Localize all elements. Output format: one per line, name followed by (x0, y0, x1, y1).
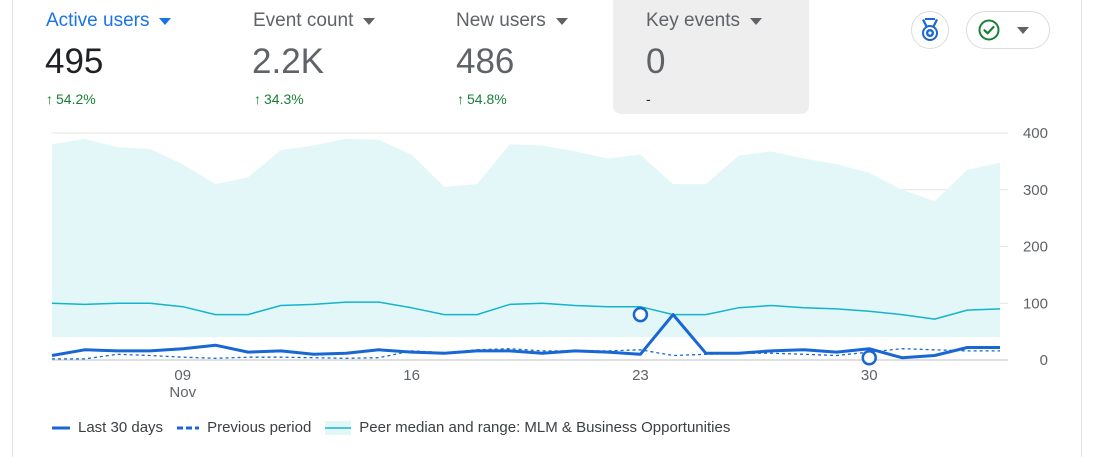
series-line-previous-period (52, 348, 1000, 360)
metric-change: ↑ 54.2% (46, 91, 96, 107)
solid-line-swatch-icon (52, 426, 70, 429)
legend-item-previous[interactable]: Previous period (177, 419, 311, 436)
legend-label: Peer median and range: MLM & Business Op… (359, 419, 731, 436)
metric-value: 2.2K (252, 42, 324, 81)
metric-tab-event-count[interactable]: Event count 2.2K ↑ 34.3% (236, 0, 426, 114)
metric-tab-new-users[interactable]: New users 486 ↑ 54.8% (440, 0, 610, 114)
arrow-up-icon: ↑ (254, 91, 261, 107)
metric-tab-active-users[interactable]: Active users 495 ↑ 54.2% (30, 0, 220, 114)
peer-range-band (52, 138, 1000, 338)
metric-label: Event count (253, 10, 354, 31)
y-tick-label: 200 (1023, 239, 1048, 256)
legend-label: Previous period (207, 419, 312, 436)
legend-item-last-30[interactable]: Last 30 days (52, 419, 163, 436)
metric-value: 486 (456, 42, 515, 81)
ribbon-badge-button[interactable] (911, 11, 949, 49)
ribbon-badge-icon (922, 18, 938, 41)
card-right-border (1081, 0, 1082, 457)
y-tick-label: 300 (1023, 182, 1048, 199)
metric-label: New users (456, 10, 546, 31)
x-tick-sublabel: Nov (169, 384, 196, 401)
metric-label: Active users (46, 10, 150, 31)
x-tick-label: 30 (861, 367, 878, 384)
legend-item-peer[interactable]: Peer median and range: MLM & Business Op… (325, 419, 730, 436)
arrow-up-icon: ↑ (46, 91, 53, 107)
arrow-up-icon: ↑ (457, 91, 464, 107)
metric-change: ↑ 34.3% (254, 91, 304, 107)
chevron-down-icon[interactable] (750, 17, 762, 25)
y-tick-label: 0 (1040, 352, 1048, 369)
metric-value: 495 (45, 42, 104, 81)
metric-change-value: 54.2% (56, 91, 96, 107)
series-line-peer-median (51, 301, 1001, 320)
card-left-border (12, 0, 13, 457)
metric-value: 0 (646, 42, 666, 81)
check-circle-icon (978, 19, 1000, 41)
metric-change-value: 34.3% (264, 91, 304, 107)
chevron-down-icon (1017, 26, 1029, 34)
y-tick-label: 400 (1023, 125, 1048, 142)
metric-tab-key-events[interactable]: Key events 0 - (613, 0, 809, 114)
legend-label: Last 30 days (78, 419, 164, 436)
band-line-swatch-icon (325, 420, 352, 435)
metric-change-value: 54.8% (467, 91, 507, 107)
x-tick-label: 16 (403, 367, 420, 384)
status-dropdown[interactable] (966, 11, 1050, 49)
highlight-point[interactable] (861, 349, 877, 366)
dashed-line-swatch-icon (177, 426, 200, 429)
metric-change: ↑ 54.8% (457, 91, 507, 107)
x-tick-label: 23 (632, 367, 649, 384)
metric-change: - (646, 91, 651, 107)
chevron-down-icon[interactable] (363, 17, 376, 25)
metric-label: Key events (646, 10, 740, 31)
chart-legend: Last 30 days Previous period Peer median… (52, 419, 744, 436)
highlight-point[interactable] (632, 306, 649, 323)
chevron-down-icon[interactable] (555, 17, 568, 25)
x-tick-label: 09 (174, 367, 191, 384)
chevron-down-icon[interactable] (159, 17, 172, 25)
series-line-last-30-days (51, 313, 1000, 360)
y-tick-label: 100 (1023, 295, 1048, 312)
